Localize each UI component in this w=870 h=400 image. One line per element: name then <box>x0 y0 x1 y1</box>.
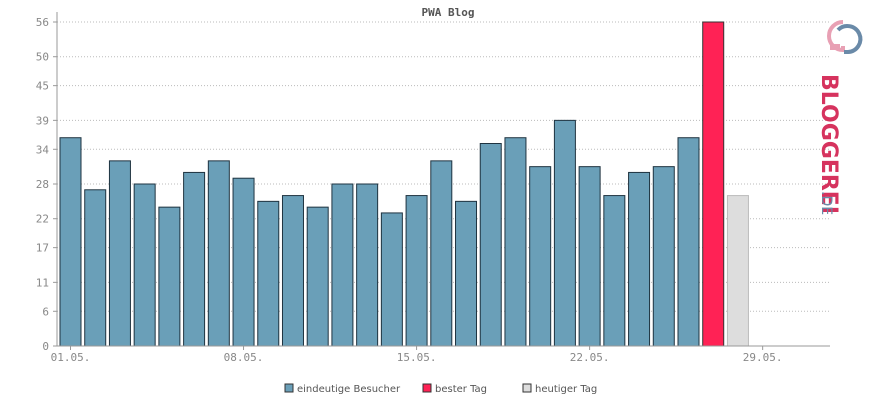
x-tick-label: 08.05. <box>224 351 264 364</box>
logo-text-suffix: .DE <box>818 191 834 215</box>
legend-swatch-2 <box>522 383 532 393</box>
bar-eindeutige-besucher-day-24 <box>628 171 651 347</box>
legend-swatch-0 <box>284 383 294 393</box>
legend-label-1: bester Tag <box>435 384 487 395</box>
bar-eindeutige-besucher-day-13 <box>356 183 379 347</box>
bar-eindeutige-besucher-day-14 <box>380 212 403 347</box>
bar-eindeutige-besucher-day-5 <box>158 206 181 347</box>
bars-layer <box>59 21 749 347</box>
y-tick-label: 6 <box>42 305 49 318</box>
bar-eindeutige-besucher-day-15 <box>405 195 428 347</box>
y-tick-label: 11 <box>36 276 49 289</box>
y-tick-label: 28 <box>36 178 49 191</box>
bar-eindeutige-besucher-day-22 <box>578 166 601 347</box>
logo-icon <box>827 20 863 54</box>
legend: eindeutige Besucher bester Tag heutiger Ta… <box>284 383 597 395</box>
y-tick-label: 34 <box>36 143 50 156</box>
bar-eindeutige-besucher-day-7 <box>207 160 230 347</box>
logo-wordmark: BLOGGEREI .DE <box>816 74 841 215</box>
legend-swatch-1 <box>422 383 432 393</box>
legend-label-0: eindeutige Besucher <box>297 384 401 395</box>
bar-eindeutige-besucher-day-16 <box>430 160 453 347</box>
logo-text-main: BLOGGEREI <box>816 74 841 214</box>
y-tick-label: 50 <box>36 51 49 64</box>
bar-eindeutige-besucher-day-21 <box>553 119 576 347</box>
bar-eindeutige-besucher-day-6 <box>183 171 206 347</box>
bar-eindeutige-besucher-day-8 <box>232 177 255 347</box>
bloggerei-logo: BLOGGEREI .DE <box>816 20 863 215</box>
bar-eindeutige-besucher-day-4 <box>133 183 156 347</box>
y-tick-label: 22 <box>36 213 49 226</box>
bar-eindeutige-besucher-day-17 <box>455 200 478 347</box>
legend-label-2: heutiger Tag <box>535 384 597 395</box>
bar-bester-tag-day-27 <box>702 21 725 347</box>
bar-eindeutige-besucher-day-2 <box>84 189 107 347</box>
bar-eindeutige-besucher-day-20 <box>529 166 552 347</box>
bar-eindeutige-besucher-day-19 <box>504 137 527 347</box>
bar-eindeutige-besucher-day-9 <box>257 200 280 347</box>
bar-eindeutige-besucher-day-25 <box>652 166 675 347</box>
x-tick-label: 29.05. <box>743 351 783 364</box>
bar-eindeutige-besucher-day-11 <box>306 206 329 347</box>
bar-heutiger-tag-day-28 <box>726 195 749 347</box>
bar-eindeutige-besucher-day-12 <box>331 183 354 347</box>
bar-eindeutige-besucher-day-26 <box>677 137 700 347</box>
x-tick-label: 15.05. <box>397 351 437 364</box>
y-tick-label: 45 <box>36 80 49 93</box>
bar-eindeutige-besucher-day-10 <box>281 195 304 347</box>
axis-layer: 0 6 11 17 22 28 34 39 45 50 56 01.05. 08.05. 15.05. 22… <box>36 12 830 364</box>
bar-eindeutige-besucher-day-1 <box>59 137 82 347</box>
y-tick-label: 0 <box>42 340 49 353</box>
bar-eindeutige-besucher-day-3 <box>108 160 131 347</box>
y-tick-label: 17 <box>36 242 49 255</box>
bar-eindeutige-besucher-day-18 <box>479 143 502 347</box>
x-tick-label: 22.05. <box>570 351 610 364</box>
x-tick-label: 01.05. <box>51 351 91 364</box>
bar-eindeutige-besucher-day-23 <box>603 195 626 347</box>
y-tick-label: 56 <box>36 16 49 29</box>
chart-title: PWA Blog <box>422 6 475 19</box>
y-tick-label: 39 <box>36 114 49 127</box>
